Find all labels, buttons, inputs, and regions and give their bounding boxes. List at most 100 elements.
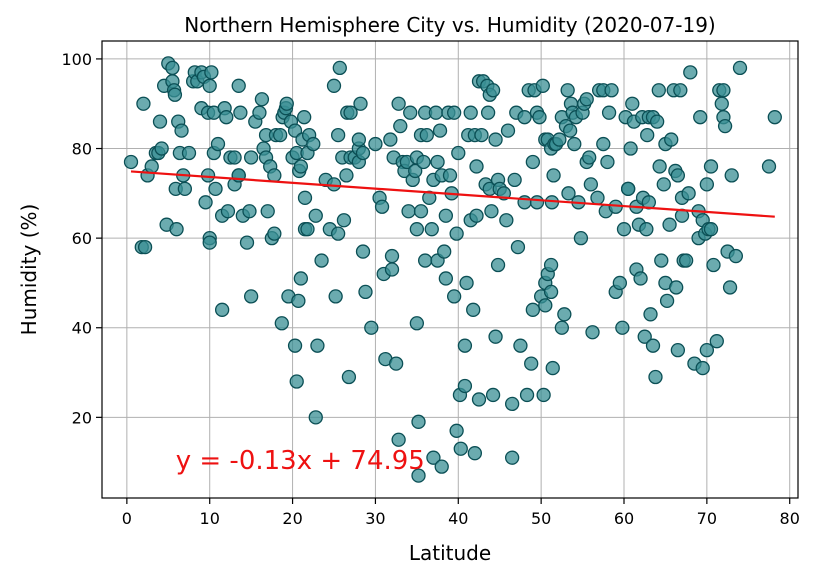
data-point xyxy=(724,168,739,183)
data-point xyxy=(210,136,226,152)
data-point xyxy=(714,96,729,111)
data-point xyxy=(525,302,541,317)
data-point xyxy=(761,159,777,174)
data-point xyxy=(532,110,547,125)
data-point xyxy=(204,65,219,80)
data-point xyxy=(391,432,406,447)
data-point xyxy=(252,105,267,120)
data-point xyxy=(137,239,153,255)
data-point xyxy=(579,92,594,107)
data-point xyxy=(144,159,159,174)
x-tick-label: 30 xyxy=(365,509,385,528)
data-point xyxy=(355,244,371,259)
data-point xyxy=(243,289,259,304)
x-tick-label: 20 xyxy=(282,509,302,528)
data-point xyxy=(214,302,230,317)
data-point xyxy=(177,181,193,197)
data-point xyxy=(306,136,321,152)
data-point xyxy=(339,168,354,183)
data-point xyxy=(640,127,655,143)
data-point xyxy=(463,105,478,120)
data-point xyxy=(554,320,570,335)
data-point xyxy=(419,127,434,143)
y-axis-title: Humidity (%) xyxy=(17,204,41,336)
data-point xyxy=(453,441,468,456)
data-point xyxy=(297,190,313,205)
data-point xyxy=(434,459,449,474)
data-point xyxy=(220,204,236,219)
data-point xyxy=(651,83,666,98)
data-point xyxy=(543,257,559,273)
data-point xyxy=(648,369,663,385)
data-point xyxy=(154,141,169,156)
data-point xyxy=(449,226,464,241)
data-point xyxy=(504,450,520,465)
data-point xyxy=(620,181,636,197)
data-point xyxy=(403,105,418,120)
data-point xyxy=(722,280,738,295)
data-point xyxy=(430,154,445,170)
data-point xyxy=(123,154,139,170)
data-point xyxy=(535,78,550,93)
data-point xyxy=(474,127,489,143)
data-point xyxy=(409,222,425,237)
data-point xyxy=(330,127,346,143)
data-point xyxy=(457,338,473,353)
data-point xyxy=(310,338,325,353)
data-point xyxy=(364,320,379,335)
data-point xyxy=(219,110,234,125)
data-point xyxy=(353,96,368,111)
data-point xyxy=(499,213,514,228)
data-point xyxy=(416,154,431,170)
data-point xyxy=(543,284,559,300)
data-point xyxy=(330,226,346,241)
data-points xyxy=(123,56,782,483)
data-point xyxy=(625,96,640,111)
data-point xyxy=(590,190,605,205)
data-point xyxy=(341,369,357,385)
data-point xyxy=(673,83,688,98)
data-point xyxy=(557,307,572,322)
data-point xyxy=(645,338,661,353)
data-point xyxy=(681,186,696,201)
data-point xyxy=(656,177,671,192)
data-point xyxy=(488,329,503,344)
data-point xyxy=(391,96,406,111)
y-tick-label: 100 xyxy=(61,50,92,69)
data-point xyxy=(538,298,553,313)
data-point xyxy=(291,293,306,309)
data-point xyxy=(384,248,400,264)
data-point xyxy=(287,338,303,353)
data-point xyxy=(293,159,309,174)
data-point xyxy=(469,208,484,223)
data-point xyxy=(388,356,404,371)
axis-ticks: 0 10 20 30 40 50 60 70 80 20 40 60 80 100 xyxy=(61,50,799,528)
data-point xyxy=(328,289,343,304)
data-point xyxy=(260,204,275,219)
data-point xyxy=(728,248,744,264)
data-point xyxy=(198,195,213,210)
data-point xyxy=(231,78,246,93)
data-point xyxy=(293,271,309,286)
data-point xyxy=(202,78,217,93)
data-point xyxy=(732,60,748,76)
data-point xyxy=(358,284,373,300)
data-point xyxy=(601,105,617,120)
data-point xyxy=(383,132,398,147)
data-point xyxy=(413,204,429,219)
data-point xyxy=(510,239,526,255)
y-tick-label: 20 xyxy=(72,408,92,427)
data-point xyxy=(243,150,259,165)
data-point xyxy=(561,186,576,201)
data-point xyxy=(695,360,710,376)
regression-line xyxy=(130,170,775,218)
data-point xyxy=(446,105,462,120)
data-point xyxy=(169,222,184,237)
data-point xyxy=(457,378,473,394)
data-point xyxy=(513,338,528,353)
data-point xyxy=(355,145,371,161)
data-point xyxy=(485,83,501,98)
data-point xyxy=(426,450,441,465)
data-point xyxy=(524,356,539,371)
